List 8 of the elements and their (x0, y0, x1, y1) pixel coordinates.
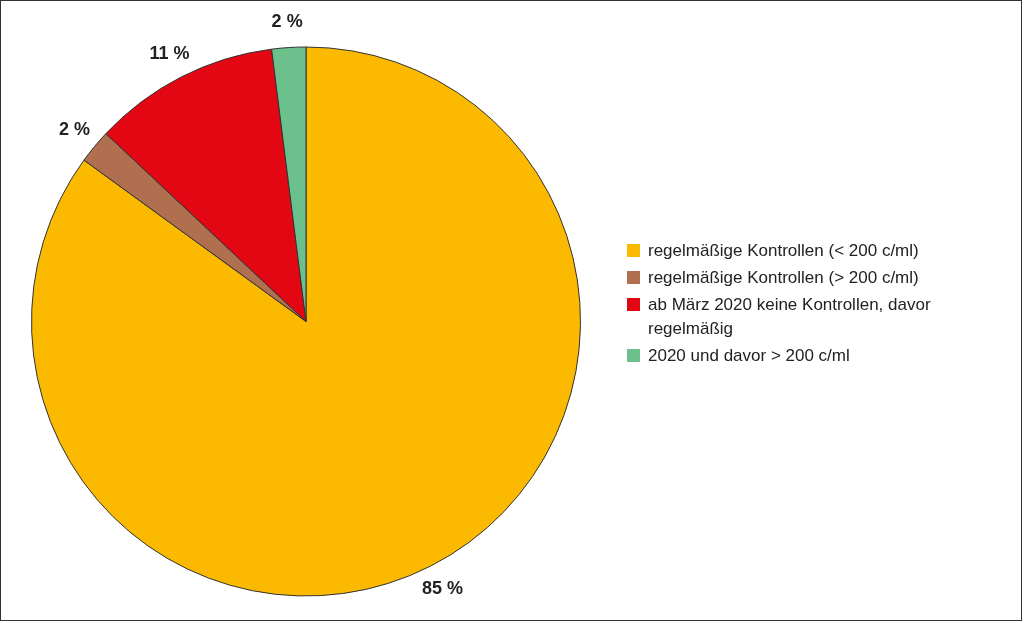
legend-label: 2020 und davor > 200 c/ml (648, 345, 850, 367)
data-label: 2 % (58, 118, 90, 139)
legend-label: regelmäßige Kontrollen (> 200 c/ml) (648, 267, 919, 289)
data-label: 2 % (271, 10, 303, 31)
legend-label: ab März 2020 keine Kontrollen, davor regelmäßig (648, 294, 932, 340)
data-label: 85 % (421, 578, 463, 599)
data-label: 11 % (149, 42, 190, 63)
legend-label: regelmäßige Kontrollen (< 200 c/ml) (648, 240, 919, 262)
